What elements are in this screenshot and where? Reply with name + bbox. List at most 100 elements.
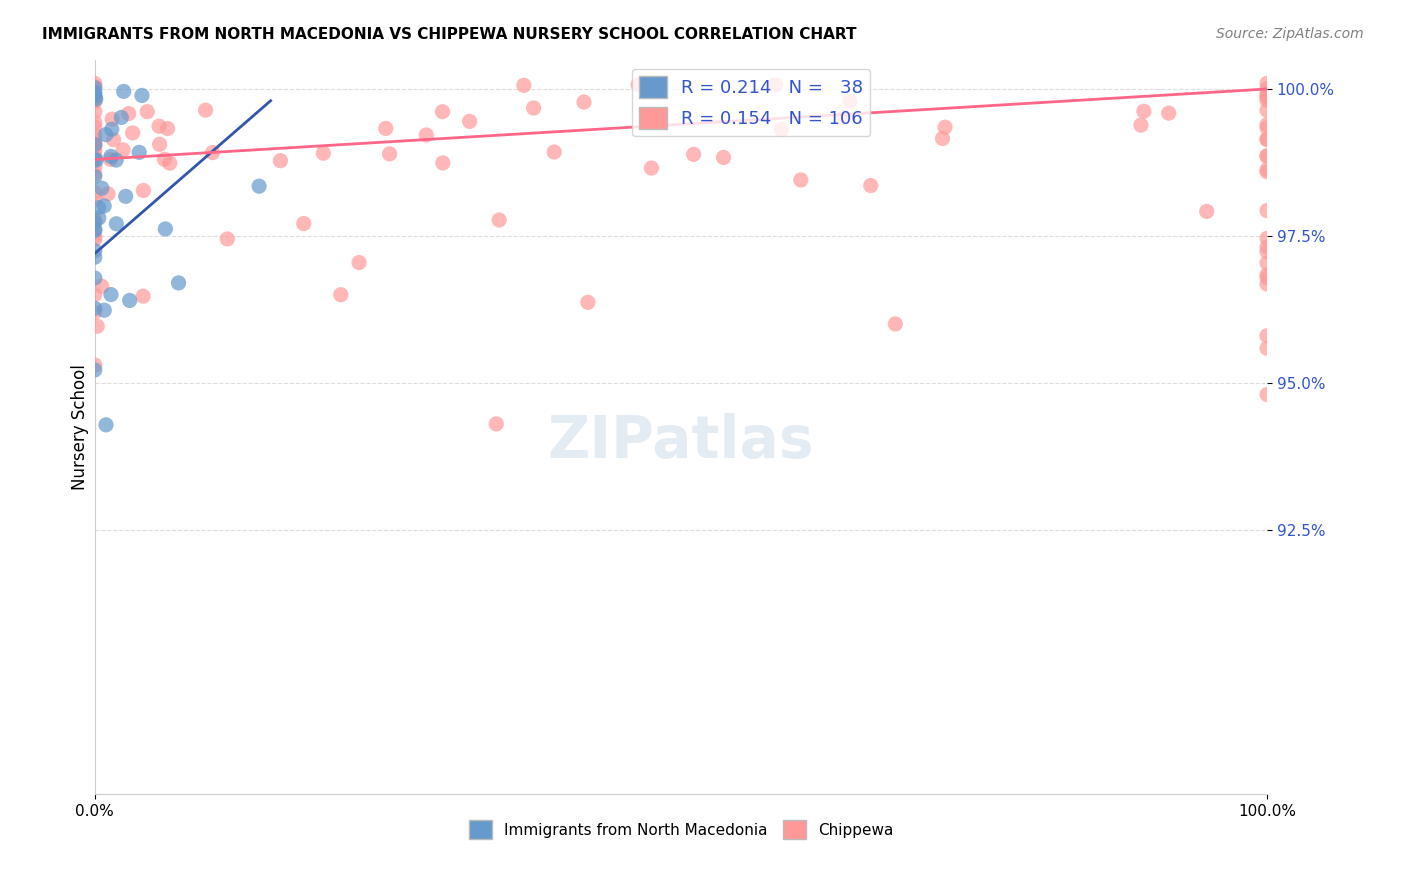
Chippewa	[432, 156, 454, 170]
Chippewa	[83, 133, 105, 147]
Chippewa	[543, 145, 565, 159]
Chippewa	[884, 317, 907, 331]
Immigrants from North Macedonia	[83, 152, 105, 166]
Immigrants from North Macedonia	[247, 179, 270, 194]
Chippewa	[83, 149, 105, 163]
Chippewa	[934, 120, 956, 135]
Chippewa	[1256, 89, 1278, 103]
Chippewa	[790, 173, 813, 187]
Immigrants from North Macedonia	[83, 301, 105, 316]
Immigrants from North Macedonia	[84, 153, 107, 168]
Immigrants from North Macedonia	[100, 149, 122, 163]
Chippewa	[1133, 104, 1156, 119]
Immigrants from North Macedonia	[84, 92, 107, 106]
Chippewa	[132, 184, 155, 198]
Immigrants from North Macedonia	[167, 276, 190, 290]
Chippewa	[97, 186, 120, 201]
Chippewa	[1256, 270, 1278, 285]
Chippewa	[83, 77, 105, 91]
Chippewa	[1256, 231, 1278, 245]
Immigrants from North Macedonia	[83, 363, 105, 377]
Immigrants from North Macedonia	[114, 189, 136, 203]
Chippewa	[121, 126, 143, 140]
Immigrants from North Macedonia	[83, 86, 105, 100]
Immigrants from North Macedonia	[110, 111, 132, 125]
Chippewa	[217, 232, 239, 246]
Chippewa	[1256, 240, 1278, 254]
Chippewa	[312, 146, 335, 161]
Chippewa	[148, 119, 170, 133]
Chippewa	[83, 95, 105, 109]
Chippewa	[103, 133, 125, 147]
Chippewa	[1256, 76, 1278, 90]
Chippewa	[1256, 203, 1278, 218]
Chippewa	[832, 111, 855, 125]
Immigrants from North Macedonia	[90, 181, 112, 195]
Chippewa	[770, 122, 793, 136]
Immigrants from North Macedonia	[83, 250, 105, 264]
Chippewa	[100, 153, 122, 167]
Chippewa	[682, 147, 704, 161]
Immigrants from North Macedonia	[105, 217, 128, 231]
Chippewa	[627, 78, 650, 92]
Immigrants from North Macedonia	[94, 128, 117, 142]
Chippewa	[347, 255, 370, 269]
Chippewa	[83, 89, 105, 103]
Chippewa	[1256, 244, 1278, 259]
Chippewa	[513, 78, 536, 93]
Chippewa	[83, 137, 105, 152]
Chippewa	[83, 91, 105, 105]
Chippewa	[83, 186, 105, 200]
Chippewa	[329, 287, 352, 301]
Chippewa	[1256, 162, 1278, 177]
Chippewa	[118, 106, 141, 120]
Chippewa	[83, 79, 105, 94]
Chippewa	[153, 153, 176, 167]
Immigrants from North Macedonia	[87, 201, 110, 215]
Chippewa	[713, 151, 735, 165]
Chippewa	[374, 121, 396, 136]
Immigrants from North Macedonia	[112, 84, 135, 98]
Chippewa	[572, 95, 595, 109]
Chippewa	[485, 417, 508, 431]
Immigrants from North Macedonia	[83, 80, 105, 95]
Chippewa	[488, 213, 510, 227]
Chippewa	[1256, 268, 1278, 282]
Chippewa	[1256, 387, 1278, 401]
Chippewa	[458, 114, 481, 128]
Chippewa	[201, 145, 224, 160]
Chippewa	[1256, 118, 1278, 132]
Chippewa	[1256, 277, 1278, 291]
Chippewa	[101, 112, 124, 127]
Immigrants from North Macedonia	[155, 222, 177, 236]
Chippewa	[83, 287, 105, 301]
Chippewa	[90, 279, 112, 293]
Chippewa	[1256, 256, 1278, 270]
Chippewa	[838, 94, 860, 108]
Chippewa	[83, 104, 105, 119]
Chippewa	[1129, 118, 1152, 132]
Chippewa	[576, 295, 599, 310]
Chippewa	[378, 147, 401, 161]
Chippewa	[1256, 120, 1278, 135]
Chippewa	[132, 289, 155, 303]
Chippewa	[269, 153, 291, 168]
Chippewa	[1256, 149, 1278, 163]
Chippewa	[83, 167, 105, 181]
Chippewa	[859, 178, 882, 193]
Chippewa	[931, 131, 953, 145]
Chippewa	[83, 128, 105, 142]
Chippewa	[83, 213, 105, 227]
Immigrants from North Macedonia	[83, 90, 105, 104]
Chippewa	[1256, 81, 1278, 95]
Chippewa	[83, 358, 105, 372]
Chippewa	[86, 319, 108, 334]
Legend: Immigrants from North Macedonia, Chippewa: Immigrants from North Macedonia, Chippew…	[463, 814, 900, 845]
Chippewa	[1256, 87, 1278, 102]
Chippewa	[1256, 94, 1278, 108]
Chippewa	[1256, 328, 1278, 343]
Chippewa	[1256, 341, 1278, 355]
Chippewa	[432, 104, 454, 119]
Immigrants from North Macedonia	[83, 88, 105, 103]
Immigrants from North Macedonia	[83, 222, 105, 236]
